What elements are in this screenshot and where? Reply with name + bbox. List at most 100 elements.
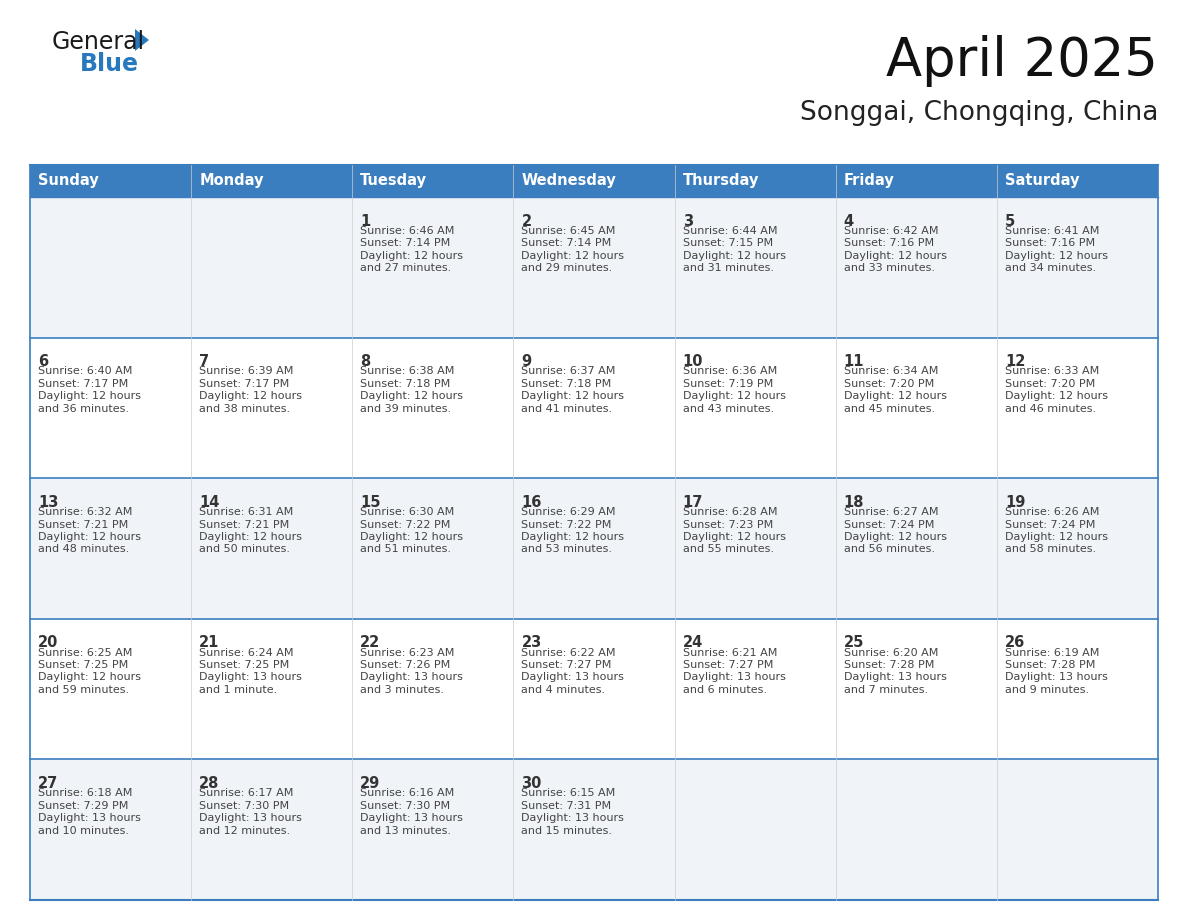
Polygon shape: [135, 29, 148, 51]
Text: 4: 4: [843, 214, 854, 229]
Text: Sunrise: 6:40 AM: Sunrise: 6:40 AM: [38, 366, 132, 376]
Text: Sunrise: 6:32 AM: Sunrise: 6:32 AM: [38, 507, 132, 517]
Text: Daylight: 13 hours: Daylight: 13 hours: [360, 673, 463, 682]
Text: Sunrise: 6:18 AM: Sunrise: 6:18 AM: [38, 789, 132, 799]
Text: Sunset: 7:21 PM: Sunset: 7:21 PM: [38, 520, 128, 530]
Text: Sunrise: 6:15 AM: Sunrise: 6:15 AM: [522, 789, 615, 799]
Text: 30: 30: [522, 776, 542, 791]
Text: Daylight: 12 hours: Daylight: 12 hours: [522, 391, 625, 401]
Text: and 10 minutes.: and 10 minutes.: [38, 825, 129, 835]
Text: Daylight: 13 hours: Daylight: 13 hours: [522, 813, 625, 823]
Text: Daylight: 12 hours: Daylight: 12 hours: [38, 391, 141, 401]
Text: 19: 19: [1005, 495, 1025, 509]
Bar: [30, 197, 1158, 338]
Text: 22: 22: [360, 635, 380, 650]
Text: and 6 minutes.: and 6 minutes.: [683, 685, 766, 695]
Text: Sunset: 7:24 PM: Sunset: 7:24 PM: [843, 520, 934, 530]
Text: Sunrise: 6:36 AM: Sunrise: 6:36 AM: [683, 366, 777, 376]
Text: 7: 7: [200, 354, 209, 369]
Text: Daylight: 12 hours: Daylight: 12 hours: [360, 251, 463, 261]
Text: Sunrise: 6:46 AM: Sunrise: 6:46 AM: [360, 226, 455, 236]
Text: Thursday: Thursday: [683, 174, 759, 188]
Text: and 58 minutes.: and 58 minutes.: [1005, 544, 1097, 554]
Text: Sunset: 7:23 PM: Sunset: 7:23 PM: [683, 520, 773, 530]
Text: Sunset: 7:26 PM: Sunset: 7:26 PM: [360, 660, 450, 670]
Text: Saturday: Saturday: [1005, 174, 1080, 188]
Text: and 53 minutes.: and 53 minutes.: [522, 544, 613, 554]
Text: and 51 minutes.: and 51 minutes.: [360, 544, 451, 554]
Text: Sunset: 7:20 PM: Sunset: 7:20 PM: [1005, 379, 1095, 389]
Text: 17: 17: [683, 495, 703, 509]
Text: Sunset: 7:16 PM: Sunset: 7:16 PM: [843, 239, 934, 248]
Text: Sunrise: 6:38 AM: Sunrise: 6:38 AM: [360, 366, 455, 376]
Text: 26: 26: [1005, 635, 1025, 650]
Text: and 36 minutes.: and 36 minutes.: [38, 404, 129, 414]
Text: 5: 5: [1005, 214, 1015, 229]
Text: and 45 minutes.: and 45 minutes.: [843, 404, 935, 414]
Text: Daylight: 12 hours: Daylight: 12 hours: [683, 532, 785, 542]
Text: Sunrise: 6:33 AM: Sunrise: 6:33 AM: [1005, 366, 1099, 376]
Text: Sunrise: 6:37 AM: Sunrise: 6:37 AM: [522, 366, 615, 376]
Text: Blue: Blue: [80, 52, 139, 76]
Text: Sunset: 7:14 PM: Sunset: 7:14 PM: [360, 239, 450, 248]
Text: Sunset: 7:27 PM: Sunset: 7:27 PM: [683, 660, 773, 670]
Text: Songgai, Chongqing, China: Songgai, Chongqing, China: [800, 100, 1158, 126]
Text: and 15 minutes.: and 15 minutes.: [522, 825, 613, 835]
Text: Sunset: 7:29 PM: Sunset: 7:29 PM: [38, 800, 128, 811]
Text: Daylight: 13 hours: Daylight: 13 hours: [38, 813, 141, 823]
Text: Sunset: 7:16 PM: Sunset: 7:16 PM: [1005, 239, 1095, 248]
Text: and 31 minutes.: and 31 minutes.: [683, 263, 773, 273]
Text: and 46 minutes.: and 46 minutes.: [1005, 404, 1097, 414]
Text: 29: 29: [360, 776, 380, 791]
Text: 10: 10: [683, 354, 703, 369]
Text: Sunset: 7:24 PM: Sunset: 7:24 PM: [1005, 520, 1095, 530]
Text: Sunset: 7:22 PM: Sunset: 7:22 PM: [360, 520, 450, 530]
Text: Sunrise: 6:21 AM: Sunrise: 6:21 AM: [683, 648, 777, 657]
Text: and 55 minutes.: and 55 minutes.: [683, 544, 773, 554]
Text: 18: 18: [843, 495, 864, 509]
Text: Daylight: 12 hours: Daylight: 12 hours: [843, 251, 947, 261]
Text: Daylight: 12 hours: Daylight: 12 hours: [200, 532, 302, 542]
Text: and 7 minutes.: and 7 minutes.: [843, 685, 928, 695]
Text: 23: 23: [522, 635, 542, 650]
Text: Sunrise: 6:20 AM: Sunrise: 6:20 AM: [843, 648, 939, 657]
Text: and 9 minutes.: and 9 minutes.: [1005, 685, 1089, 695]
Text: Sunset: 7:22 PM: Sunset: 7:22 PM: [522, 520, 612, 530]
Text: Daylight: 12 hours: Daylight: 12 hours: [522, 532, 625, 542]
Text: Sunrise: 6:45 AM: Sunrise: 6:45 AM: [522, 226, 615, 236]
Text: Daylight: 12 hours: Daylight: 12 hours: [683, 251, 785, 261]
Text: and 34 minutes.: and 34 minutes.: [1005, 263, 1097, 273]
Text: Sunrise: 6:16 AM: Sunrise: 6:16 AM: [360, 789, 455, 799]
Text: and 12 minutes.: and 12 minutes.: [200, 825, 290, 835]
Text: 6: 6: [38, 354, 49, 369]
Text: 9: 9: [522, 354, 531, 369]
Text: General: General: [52, 30, 145, 54]
Text: and 59 minutes.: and 59 minutes.: [38, 685, 129, 695]
Bar: [30, 165, 1158, 900]
Text: 1: 1: [360, 214, 371, 229]
Text: Daylight: 13 hours: Daylight: 13 hours: [200, 673, 302, 682]
Text: Sunrise: 6:41 AM: Sunrise: 6:41 AM: [1005, 226, 1099, 236]
Text: and 39 minutes.: and 39 minutes.: [360, 404, 451, 414]
Text: and 50 minutes.: and 50 minutes.: [200, 544, 290, 554]
Text: Sunset: 7:17 PM: Sunset: 7:17 PM: [200, 379, 290, 389]
Text: and 4 minutes.: and 4 minutes.: [522, 685, 606, 695]
Text: Sunrise: 6:24 AM: Sunrise: 6:24 AM: [200, 648, 293, 657]
Text: 2: 2: [522, 214, 531, 229]
Text: Daylight: 13 hours: Daylight: 13 hours: [522, 673, 625, 682]
Text: Sunday: Sunday: [38, 174, 99, 188]
Text: 14: 14: [200, 495, 220, 509]
Text: 20: 20: [38, 635, 58, 650]
Text: Sunset: 7:17 PM: Sunset: 7:17 PM: [38, 379, 128, 389]
Text: 15: 15: [360, 495, 381, 509]
Bar: [30, 759, 1158, 900]
Text: Sunset: 7:31 PM: Sunset: 7:31 PM: [522, 800, 612, 811]
Text: Daylight: 13 hours: Daylight: 13 hours: [360, 813, 463, 823]
Text: Sunrise: 6:42 AM: Sunrise: 6:42 AM: [843, 226, 939, 236]
Text: Sunset: 7:28 PM: Sunset: 7:28 PM: [843, 660, 934, 670]
Text: April 2025: April 2025: [886, 35, 1158, 87]
Bar: [30, 338, 1158, 478]
Text: 11: 11: [843, 354, 864, 369]
Text: and 3 minutes.: and 3 minutes.: [360, 685, 444, 695]
Text: and 13 minutes.: and 13 minutes.: [360, 825, 451, 835]
